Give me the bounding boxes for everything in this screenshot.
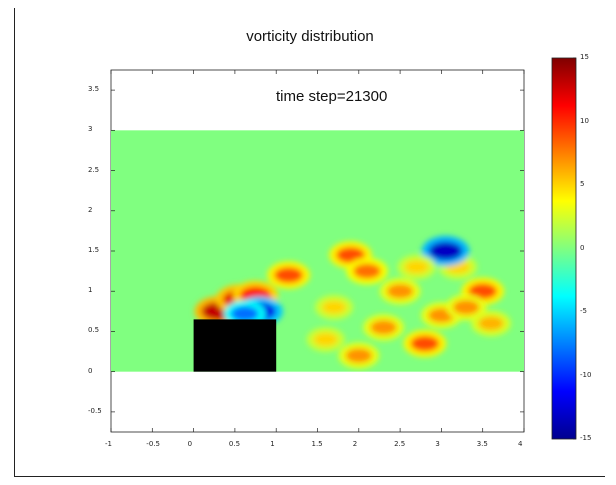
x-tick-label: 3.5 bbox=[476, 440, 488, 448]
time-step-annotation: time step=21300 bbox=[276, 88, 388, 105]
vortex-core bbox=[468, 283, 498, 300]
x-tick-label: 4 bbox=[518, 440, 523, 448]
vortex-core bbox=[404, 260, 429, 274]
colorbar bbox=[551, 57, 577, 440]
y-tick-label: 1.5 bbox=[88, 246, 100, 254]
x-tick-label: 2.5 bbox=[394, 440, 406, 448]
vortex-core bbox=[410, 335, 440, 352]
y-tick-label: -0.5 bbox=[88, 406, 102, 415]
colorbar-tick-label: -5 bbox=[580, 307, 587, 315]
vortex-core bbox=[274, 267, 303, 284]
chart-title: vorticity distribution bbox=[246, 28, 374, 45]
vortex-core bbox=[336, 247, 365, 263]
colorbar-tick-label: -10 bbox=[580, 370, 592, 379]
vortex-core bbox=[353, 263, 381, 279]
vortex-core bbox=[452, 300, 480, 315]
x-tick-label: 3 bbox=[435, 440, 440, 448]
x-tick-label: -1 bbox=[105, 440, 112, 448]
y-tick-label: 3.5 bbox=[88, 85, 100, 94]
vortex-core bbox=[313, 332, 338, 347]
colorbar-tick-label: -15 bbox=[580, 434, 592, 442]
x-tick-label: 1 bbox=[270, 440, 275, 448]
vortex-core bbox=[322, 300, 347, 314]
colorbar-tick-label: 10 bbox=[580, 116, 589, 125]
x-tick-label: 1.5 bbox=[311, 440, 323, 448]
y-tick-label: 2.5 bbox=[88, 165, 100, 174]
y-tick-label: 1 bbox=[88, 286, 93, 295]
vortex-core bbox=[370, 320, 397, 335]
y-tick-label: 3 bbox=[88, 125, 93, 134]
y-tick-label: 2 bbox=[88, 205, 93, 214]
y-tick-label: 0.5 bbox=[88, 326, 100, 335]
vortex-core bbox=[345, 348, 372, 363]
figure-frame bbox=[14, 8, 605, 477]
x-tick-label: -0.5 bbox=[146, 440, 160, 448]
vortex-core bbox=[386, 283, 414, 299]
vortex-core bbox=[478, 316, 504, 331]
vortex-core bbox=[231, 306, 259, 322]
colorbar-tick-label: 5 bbox=[580, 180, 585, 188]
x-tick-label: 0.5 bbox=[228, 440, 241, 448]
x-tick-label: 2 bbox=[352, 440, 358, 448]
y-tick-label: 0 bbox=[88, 366, 93, 375]
vortex-core bbox=[428, 241, 463, 261]
x-tick-label: 0 bbox=[187, 440, 193, 448]
obstacle-block bbox=[193, 319, 277, 372]
colorbar-tick-label: 15 bbox=[580, 53, 589, 61]
colorbar-tick-label: 0 bbox=[580, 243, 585, 252]
